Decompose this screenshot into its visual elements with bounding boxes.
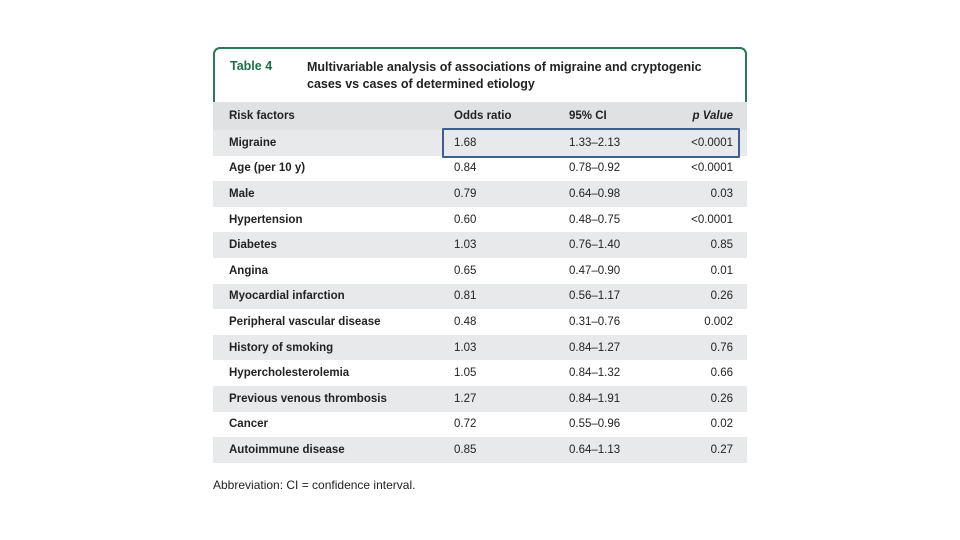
table-row: Hypertension 0.60 0.48–0.75 <0.0001 xyxy=(213,207,747,233)
ci-cell: 0.64–0.98 xyxy=(569,187,621,200)
risk-factor-cell: Hypertension xyxy=(229,213,303,226)
risk-factor-cell: Hypercholesterolemia xyxy=(229,367,350,380)
data-table: Risk factors Odds ratio 95% CI p Value M… xyxy=(213,102,747,463)
ci-cell: 0.84–1.32 xyxy=(569,367,621,380)
risk-factor-cell: Male xyxy=(229,187,255,200)
odds-ratio-cell: 1.27 xyxy=(454,392,477,405)
odds-ratio-cell: 1.05 xyxy=(454,367,477,380)
table-row: Angina 0.65 0.47–0.90 0.01 xyxy=(213,258,747,284)
table-label: Table 4 xyxy=(230,59,273,73)
ci-cell: 0.84–1.91 xyxy=(569,392,621,405)
column-header-odds-ratio: Odds ratio xyxy=(454,110,512,122)
p-value-cell: 0.27 xyxy=(710,443,733,456)
risk-factor-cell: Angina xyxy=(229,264,268,277)
odds-ratio-cell: 1.03 xyxy=(454,341,477,354)
p-value-cell: 0.03 xyxy=(710,187,733,200)
p-value-cell: 0.26 xyxy=(710,392,733,405)
odds-ratio-cell: 0.72 xyxy=(454,418,477,431)
table-card: Table 4 Multivariable analysis of associ… xyxy=(213,47,747,463)
ci-cell: 1.33–2.13 xyxy=(569,136,621,149)
table-row: Cancer 0.72 0.55–0.96 0.02 xyxy=(213,412,747,438)
table-row: History of smoking 1.03 0.84–1.27 0.76 xyxy=(213,334,747,361)
ci-cell: 0.48–0.75 xyxy=(569,213,621,226)
column-header-risk-factors: Risk factors xyxy=(229,110,295,122)
table-row: Male 0.79 0.64–0.98 0.03 xyxy=(213,181,747,207)
table-header-row: Risk factors Odds ratio 95% CI p Value xyxy=(213,102,747,130)
risk-factor-cell: Previous venous thrombosis xyxy=(229,392,387,405)
odds-ratio-cell: 0.79 xyxy=(454,187,477,200)
p-value-cell: 0.002 xyxy=(704,315,733,328)
column-header-p-value: p Value xyxy=(692,110,733,122)
table-row: Peripheral vascular disease 0.48 0.31–0.76… xyxy=(213,309,747,335)
table-header: Table 4 Multivariable analysis of associ… xyxy=(213,47,747,102)
p-value-cell: 0.85 xyxy=(710,239,733,252)
table-row: Migraine 1.68 1.33–2.13 <0.0001 xyxy=(213,130,747,156)
ci-cell: 0.78–0.92 xyxy=(569,162,621,175)
table-row: Age (per 10 y) 0.84 0.78–0.92 <0.0001 xyxy=(213,156,747,182)
migraine-row-highlight xyxy=(442,128,740,158)
risk-factor-cell: Peripheral vascular disease xyxy=(229,315,381,328)
odds-ratio-cell: 1.03 xyxy=(454,239,477,252)
risk-factor-cell: Migraine xyxy=(229,136,277,149)
ci-cell: 0.47–0.90 xyxy=(569,264,621,277)
p-value-cell: 0.26 xyxy=(710,290,733,303)
risk-factor-cell: Cancer xyxy=(229,418,268,431)
table-row: Hypercholesterolemia 1.05 0.84–1.32 0.66 xyxy=(213,360,747,386)
risk-factor-cell: History of smoking xyxy=(229,341,334,354)
risk-factor-cell: Diabetes xyxy=(229,239,277,252)
p-value-cell: <0.0001 xyxy=(691,136,733,149)
odds-ratio-cell: 0.85 xyxy=(454,443,477,456)
p-value-cell: <0.0001 xyxy=(691,162,733,175)
p-value-cell: 0.02 xyxy=(710,418,733,431)
table-row: Autoimmune disease 0.85 0.64–1.13 0.27 xyxy=(213,437,747,463)
odds-ratio-cell: 0.60 xyxy=(454,213,477,226)
ci-cell: 0.84–1.27 xyxy=(569,341,621,354)
p-value-cell: 0.01 xyxy=(710,264,733,277)
odds-ratio-cell: 0.84 xyxy=(454,162,477,175)
ci-cell: 0.64–1.13 xyxy=(569,443,621,456)
odds-ratio-cell: 0.81 xyxy=(454,290,477,303)
ci-cell: 0.56–1.17 xyxy=(569,290,621,303)
odds-ratio-cell: 0.48 xyxy=(454,315,477,328)
odds-ratio-cell: 1.68 xyxy=(454,136,477,149)
ci-cell: 0.55–0.96 xyxy=(569,418,621,431)
ci-cell: 0.76–1.40 xyxy=(569,239,621,252)
footnote: Abbreviation: CI = confidence interval. xyxy=(213,478,416,492)
p-value-cell: 0.76 xyxy=(710,341,733,354)
table-row: Myocardial infarction 0.81 0.56–1.17 0.26 xyxy=(213,283,747,310)
table-row: Diabetes 1.03 0.76–1.40 0.85 xyxy=(213,232,747,258)
p-value-cell: 0.66 xyxy=(710,367,733,380)
table-row: Previous venous thrombosis 1.27 0.84–1.91 0… xyxy=(213,385,747,412)
table-title: Multivariable analysis of associations o… xyxy=(307,60,702,91)
column-header-ci: 95% CI xyxy=(569,110,607,122)
risk-factor-cell: Autoimmune disease xyxy=(229,443,345,456)
odds-ratio-cell: 0.65 xyxy=(454,264,477,277)
ci-cell: 0.31–0.76 xyxy=(569,315,621,328)
risk-factor-cell: Age (per 10 y) xyxy=(229,162,306,175)
risk-factor-cell: Myocardial infarction xyxy=(229,290,345,303)
p-value-cell: <0.0001 xyxy=(691,213,733,226)
